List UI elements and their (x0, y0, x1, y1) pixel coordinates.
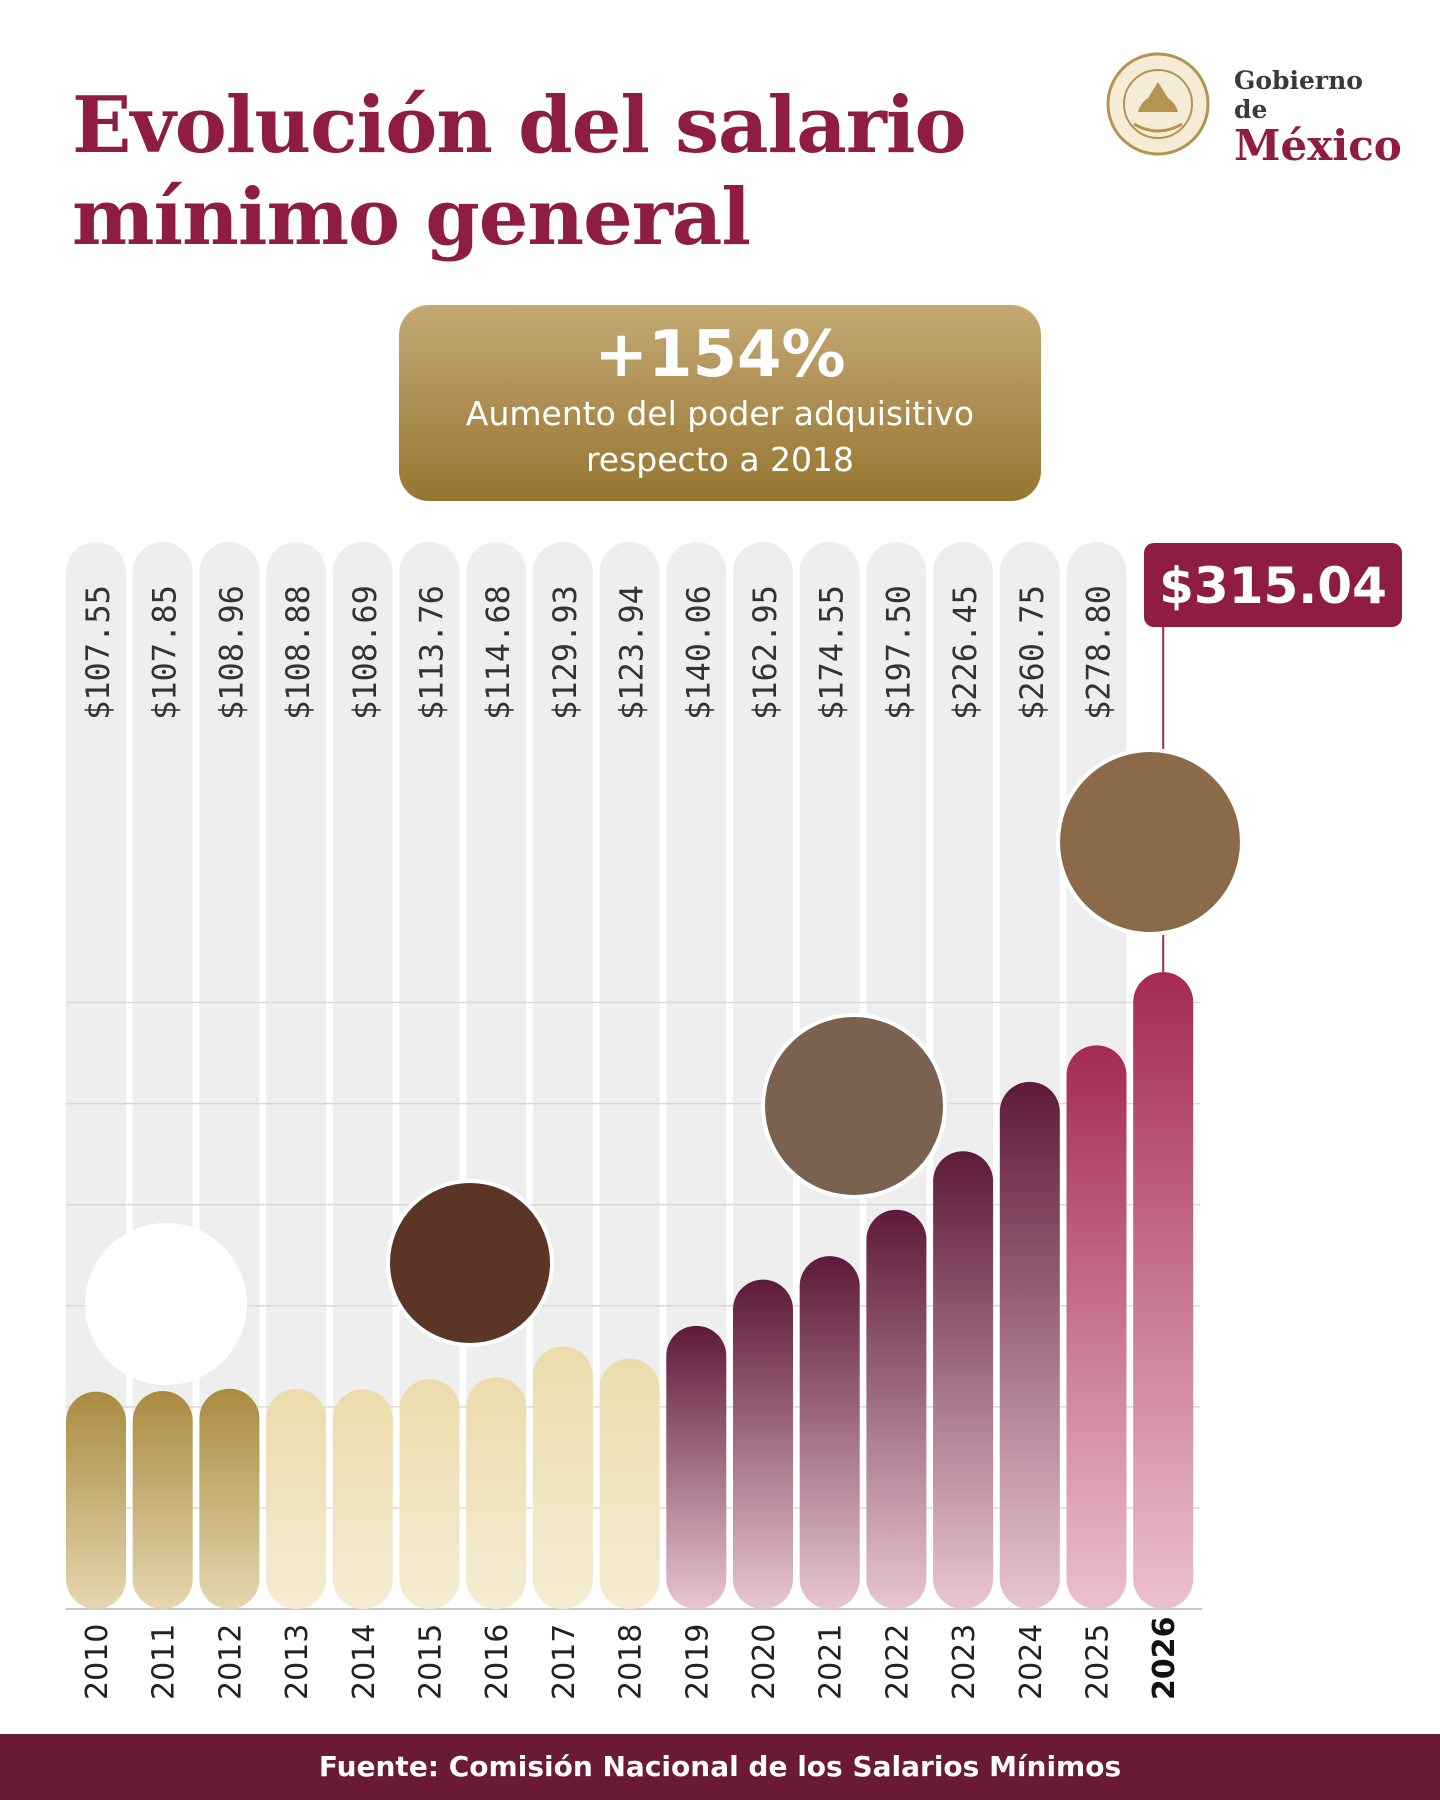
value-label-2013: $108.88 (279, 585, 317, 720)
portrait-2025-2026 (1056, 748, 1244, 973)
badge-line-1: Aumento del poder adquisitivo (465, 394, 975, 433)
callout-box (1144, 543, 1402, 627)
bar-2015 (399, 1379, 460, 1609)
bar-track-2018 (599, 542, 660, 1609)
page-title: Evolución del salario mínimo general (72, 80, 966, 264)
logo-line-2: México (1234, 121, 1402, 170)
badge-value: +154% (594, 318, 846, 392)
bar-2010 (66, 1391, 126, 1609)
year-label-2017: 2017 (547, 1624, 582, 1700)
year-label-2023: 2023 (947, 1624, 982, 1700)
year-label-2021: 2021 (814, 1624, 849, 1700)
value-label-2018: $123.94 (613, 585, 651, 720)
source-footer: Fuente: Comisión Nacional de los Salario… (0, 1734, 1440, 1800)
value-label-2012: $108.96 (212, 585, 250, 720)
value-label-2025: $278.80 (1080, 585, 1118, 720)
logo-line-1: Gobierno de (1234, 66, 1363, 124)
bar-2021 (799, 1256, 860, 1609)
year-label-2019: 2019 (680, 1624, 715, 1700)
purchasing-power-badge: +154% Aumento del poder adquisitivo resp… (399, 305, 1041, 501)
value-label-2016: $114.68 (479, 585, 517, 720)
year-label-2012: 2012 (213, 1624, 248, 1700)
value-label-2015: $113.76 (413, 585, 451, 720)
year-label-2010: 2010 (80, 1624, 115, 1700)
value-label-2023: $226.45 (946, 585, 984, 720)
bar-2017 (532, 1346, 593, 1609)
value-label-2026: $315.04 (1159, 557, 1387, 615)
year-label-2025: 2025 (1081, 1624, 1116, 1700)
value-label-2010: $107.55 (79, 585, 117, 720)
year-label-2014: 2014 (347, 1624, 382, 1700)
year-label-2011: 2011 (147, 1624, 182, 1700)
badge-line-2: respecto a 2018 (585, 440, 855, 479)
value-label-2014: $108.69 (346, 585, 384, 720)
bar-2014 (332, 1389, 393, 1609)
value-label-2020: $162.95 (746, 585, 784, 720)
title-line-1: Evolución del salario (72, 80, 966, 171)
year-label-2022: 2022 (880, 1624, 915, 1700)
year-label-2020: 2020 (747, 1624, 782, 1700)
logo-text: Gobierno de México (1234, 66, 1404, 168)
salary-bar-chart: $107.55 $107.85 $108.96 $108.88 $108.69 $113.… (66, 542, 1402, 1701)
portrait-2010-2012 (85, 1223, 247, 1416)
title-line-2: mínimo general (72, 172, 751, 263)
value-label-2017: $129.93 (546, 585, 584, 720)
year-label-2015: 2015 (414, 1624, 449, 1700)
year-label-2016: 2016 (480, 1624, 515, 1700)
bar-2013 (266, 1388, 327, 1609)
bar-track-2014 (332, 542, 393, 1609)
value-label-2021: $174.55 (813, 585, 851, 720)
bar-2018 (599, 1358, 660, 1609)
gobierno-de-mexico-logo: Gobierno de México (1104, 44, 1404, 168)
bar-2012 (199, 1388, 260, 1609)
bar-2024 (999, 1081, 1060, 1609)
value-label-2011: $107.85 (146, 585, 184, 720)
bar-2020 (733, 1279, 793, 1609)
year-label-2013: 2013 (280, 1624, 315, 1700)
bar-track-2013 (266, 542, 327, 1609)
bar-track-2017 (532, 542, 593, 1609)
national-seal-icon (1106, 52, 1210, 156)
value-label-2019: $140.06 (679, 585, 717, 720)
bar-2025 (1066, 1045, 1127, 1609)
bar-2022 (866, 1209, 927, 1609)
bar-2011 (132, 1390, 193, 1609)
bar-2023 (933, 1151, 994, 1609)
year-label-2026: 2026 (1147, 1617, 1182, 1701)
bar-2026 (1133, 972, 1194, 1609)
year-label-2024: 2024 (1014, 1624, 1049, 1700)
value-label-2022: $197.50 (879, 585, 917, 720)
bar-2019 (666, 1325, 727, 1609)
year-label-2018: 2018 (614, 1624, 649, 1700)
value-label-2024: $260.75 (1013, 585, 1051, 720)
portrait-2013-2018 (386, 1179, 554, 1379)
bar-2016 (466, 1377, 527, 1609)
